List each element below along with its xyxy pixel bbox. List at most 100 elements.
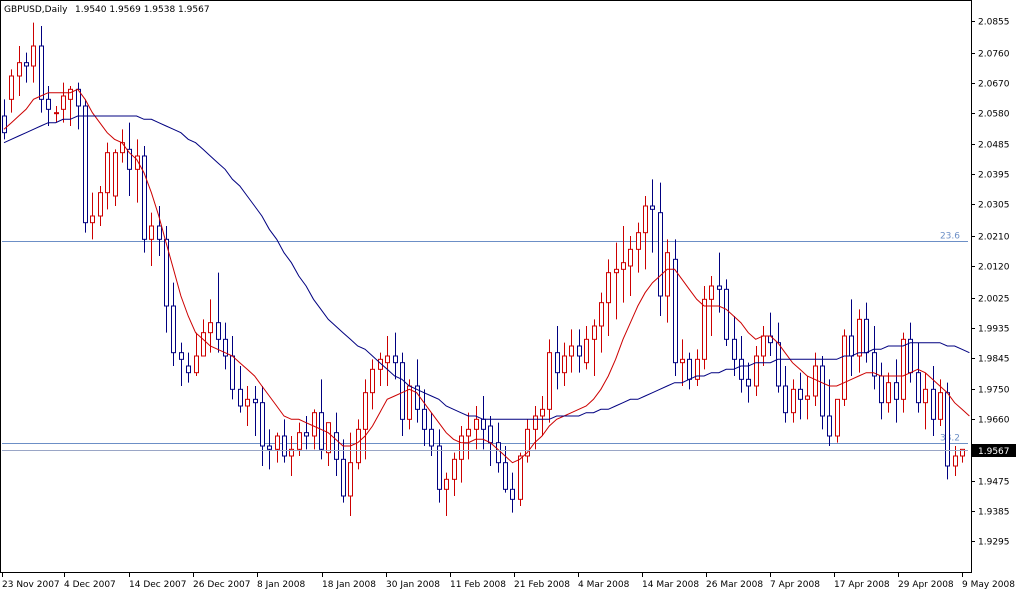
- candle-body: [687, 358, 692, 380]
- candle-body: [592, 325, 597, 340]
- candle: [717, 252, 722, 313]
- candle: [385, 336, 390, 386]
- candle-body: [569, 345, 574, 357]
- candle: [39, 26, 44, 113]
- candle-body: [142, 155, 147, 240]
- last-price-label: 1.9567: [978, 447, 1010, 457]
- candle: [208, 299, 213, 353]
- candle: [555, 326, 560, 390]
- candle-body: [916, 372, 921, 404]
- candle-body: [437, 445, 442, 490]
- candle-body: [245, 398, 250, 407]
- candle-body: [953, 455, 958, 467]
- candle-body: [702, 298, 707, 360]
- candle: [547, 339, 552, 423]
- candle-body: [540, 408, 545, 417]
- candle-body: [584, 338, 589, 364]
- fib-level-label-23.6: 23.6: [940, 232, 960, 242]
- candle-body: [643, 205, 648, 234]
- candle: [695, 349, 700, 386]
- candle-body: [2, 115, 7, 134]
- y-tick-label: 2.0210: [978, 233, 1010, 243]
- candle-body: [827, 415, 832, 437]
- candle-body: [216, 322, 221, 340]
- candle-body: [459, 435, 464, 460]
- candle: [805, 376, 810, 420]
- candle-body: [452, 458, 457, 480]
- candle-body: [496, 442, 501, 464]
- candle-body: [783, 385, 788, 414]
- candle-body: [98, 192, 103, 217]
- y-tick-label: 1.9475: [978, 478, 1010, 488]
- candle: [791, 379, 796, 423]
- candle-body: [555, 352, 560, 374]
- candle: [260, 386, 265, 466]
- candle-body: [628, 248, 633, 267]
- candle-body: [931, 388, 936, 420]
- candle-body: [894, 382, 899, 400]
- candle-body: [304, 432, 309, 437]
- candle-body: [879, 375, 884, 404]
- candle-body: [636, 232, 641, 250]
- candle: [415, 359, 420, 423]
- candle: [599, 292, 604, 353]
- candle-body: [791, 388, 796, 414]
- candle: [105, 142, 110, 210]
- candle-body: [385, 355, 390, 364]
- candle: [665, 239, 670, 323]
- y-tick-label: 1.9295: [978, 538, 1010, 548]
- candle: [304, 416, 309, 450]
- candle: [754, 346, 759, 396]
- candle: [857, 309, 862, 373]
- candle-body: [135, 155, 140, 170]
- candle-body: [164, 238, 169, 307]
- ohlc-readout: 1.9540 1.9569 1.9538 1.9567: [75, 5, 210, 15]
- candle-body: [562, 355, 567, 374]
- candle-body: [857, 318, 862, 357]
- candle: [201, 319, 206, 357]
- candle: [592, 319, 597, 376]
- candle-body: [223, 338, 228, 357]
- candle-body: [488, 425, 493, 444]
- candle-body: [363, 392, 368, 430]
- candle: [341, 439, 346, 503]
- candle-body: [525, 428, 530, 457]
- candle: [61, 82, 66, 123]
- candle-body: [798, 388, 803, 400]
- candlestick-series: [2, 22, 965, 516]
- y-tick-label: 2.0760: [978, 50, 1010, 60]
- candle-body: [872, 352, 877, 377]
- candle: [223, 322, 228, 370]
- candle-body: [260, 402, 265, 447]
- candle: [127, 122, 132, 196]
- candle-body: [194, 355, 199, 374]
- x-tick-label: 17 Apr 2008: [834, 580, 890, 590]
- candle-body: [253, 398, 258, 404]
- x-tick-label: 29 Apr 2008: [898, 580, 954, 590]
- y-tick-label: 1.9660: [978, 416, 1010, 426]
- candle: [326, 422, 331, 466]
- candle: [157, 206, 162, 256]
- x-axis: 23 Nov 2007 4 Dec 2007 14 Dec 2007 26 Dec 2…: [2, 572, 1015, 590]
- candle: [960, 448, 965, 463]
- candle-body: [201, 332, 206, 357]
- candle: [606, 259, 611, 336]
- candle-body: [39, 45, 44, 100]
- candle-body: [407, 385, 412, 420]
- candle: [90, 192, 95, 240]
- candle-body: [444, 478, 449, 490]
- candle: [142, 146, 147, 253]
- candle-body: [695, 358, 700, 380]
- candle: [83, 99, 88, 233]
- candle: [518, 452, 523, 506]
- candle-body: [923, 388, 928, 404]
- candle-body: [61, 95, 66, 110]
- y-tick-label: 2.0305: [978, 201, 1010, 211]
- candle: [334, 412, 339, 476]
- y-tick-label: 1.9750: [978, 386, 1010, 396]
- candle-body: [754, 355, 759, 387]
- x-tick-label: 4 Mar 2008: [578, 580, 630, 590]
- candle-body: [673, 258, 678, 364]
- x-tick-label: 14 Mar 2008: [642, 580, 699, 590]
